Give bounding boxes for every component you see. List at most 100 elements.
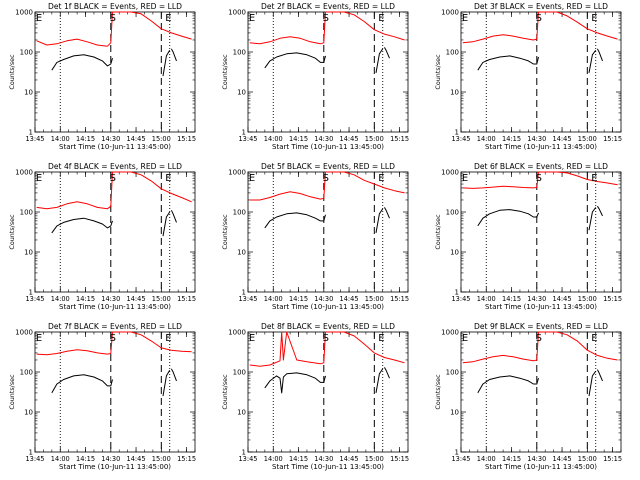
chart-1-x-tick-label: 13:45: [25, 135, 44, 143]
chart-5-plot-frame: [247, 171, 409, 293]
chart-7-x-tick-label: 14:30: [101, 455, 120, 463]
chart-3-annotation-e: E: [462, 13, 468, 24]
chart-4-x-tick-label: 15:00: [152, 295, 171, 303]
chart-9-y-axis-label: Counts/sec: [434, 374, 442, 410]
chart-6-lld-series-line: [462, 171, 618, 189]
chart-5-events-series-line: [375, 208, 384, 233]
chart-6-events-series-line: [596, 205, 603, 217]
chart-7-events-series-line: [170, 368, 177, 382]
chart-5-title: Det 5f BLACK = Events, RED = LLD: [261, 162, 395, 171]
chart-2-y-tick-label: 100: [233, 49, 246, 57]
chart-2-x-axis-label: Start Time (10-Jun-11 13:45:00): [272, 143, 384, 151]
chart-1-y-tick-label: 1: [29, 129, 33, 137]
chart-8-title: Det 8f BLACK = Events, RED = LLD: [261, 322, 395, 331]
chart-1-x-tick-label: 14:15: [76, 135, 95, 143]
chart-1-x-tick-label: 15:00: [152, 135, 171, 143]
chart-1-events-series-line: [170, 48, 177, 62]
chart-5-annotation-s: S: [323, 173, 329, 184]
chart-9-x-tick-label: 13:45: [451, 455, 470, 463]
chart-8-y-axis-label: Counts/sec: [221, 374, 229, 410]
chart-7-x-tick-label: 15:15: [177, 455, 196, 463]
chart-5-y-tick-label: 10: [237, 249, 246, 257]
chart-6-x-tick-label: 14:45: [553, 295, 572, 303]
chart-4-annotation-e: E: [36, 173, 42, 184]
chart-6-x-tick-label: 14:00: [477, 295, 496, 303]
chart-8-y-tick-label: 1000: [228, 329, 246, 337]
chart-3-y-axis-label: Counts/sec: [434, 54, 442, 90]
chart-1-x-tick-label: 15:15: [177, 135, 196, 143]
chart-4-y-tick-label: 1000: [15, 169, 33, 177]
chart-2-annotation-e: E: [378, 13, 384, 24]
chart-1-x-tick-label: 14:45: [127, 135, 146, 143]
chart-5-events-series-line: [383, 207, 390, 219]
chart-5-annotation-e: E: [249, 173, 255, 184]
chart-1-x-tick-label: 14:30: [101, 135, 120, 143]
chart-8-y-tick-label: 1: [242, 449, 246, 457]
chart-5-x-tick-label: 14:15: [289, 295, 308, 303]
chart-1-annotation-e: E: [36, 13, 42, 24]
chart-8-y-tick-label: 10: [237, 409, 246, 417]
chart-6-x-tick-label: 13:45: [451, 295, 470, 303]
chart-8-events-series-line: [375, 368, 384, 393]
chart-1-annotation-s: S: [110, 13, 116, 24]
chart-2-events-series-line: [383, 47, 390, 59]
chart-5-annotation-e: E: [378, 173, 384, 184]
chart-8-y-tick-label: 100: [233, 369, 246, 377]
chart-4-x-axis-label: Start Time (10-Jun-11 13:45:00): [59, 303, 171, 311]
chart-4-y-tick-label: 1: [29, 289, 33, 297]
chart-3-annotation-s: S: [536, 13, 542, 24]
chart-2-y-axis-label: Counts/sec: [221, 54, 229, 90]
chart-4-y-axis-label: Counts/sec: [8, 214, 16, 250]
chart-9-annotation-e: E: [462, 333, 468, 344]
chart-4-events-series-line: [162, 211, 171, 237]
chart-3-x-tick-label: 14:45: [553, 135, 572, 143]
chart-9-x-tick-label: 15:15: [603, 455, 622, 463]
chart-3-y-tick-label: 100: [446, 49, 459, 57]
chart-2-x-tick-label: 13:45: [238, 135, 257, 143]
chart-2-x-tick-label: 15:15: [390, 135, 409, 143]
chart-8-x-tick-label: 14:30: [314, 455, 333, 463]
chart-1-events-series-line: [162, 50, 171, 77]
chart-4-x-tick-label: 14:30: [101, 295, 120, 303]
chart-7-x-axis-label: Start Time (10-Jun-11 13:45:00): [59, 463, 171, 471]
chart-7-y-tick-label: 1: [29, 449, 33, 457]
chart-7-x-tick-label: 14:45: [127, 455, 146, 463]
chart-3-events-series-line: [596, 48, 603, 62]
chart-8-x-tick-label: 15:00: [365, 455, 384, 463]
chart-7-events-series-line: [162, 370, 171, 397]
chart-9-lld-series-line: [462, 331, 618, 364]
chart-4-plot-frame: [34, 171, 196, 293]
chart-2-events-series-line: [264, 52, 326, 69]
chart-5-y-axis-label: Counts/sec: [221, 214, 229, 250]
chart-2-x-tick-label: 14:30: [314, 135, 333, 143]
chart-9-y-tick-label: 10: [450, 409, 459, 417]
chart-3-title: Det 3f BLACK = Events, RED = LLD: [474, 2, 608, 11]
chart-9-annotation-e: E: [591, 333, 597, 344]
chart-8-lld-series-line: [249, 331, 405, 367]
chart-3-y-tick-label: 1000: [441, 9, 459, 17]
chart-9-plot-frame: [460, 331, 622, 453]
chart-9-events-series-line: [477, 375, 539, 394]
chart-3: Det 3f BLACK = Events, RED = LLD 1 10 100 10…: [434, 2, 622, 151]
chart-5-y-tick-label: 100: [233, 209, 246, 217]
chart-3-x-tick-label: 13:45: [451, 135, 470, 143]
chart-9-x-tick-label: 14:45: [553, 455, 572, 463]
chart-3-x-tick-label: 15:15: [603, 135, 622, 143]
chart-6-y-tick-label: 100: [446, 209, 459, 217]
chart-3-x-axis-label: Start Time (10-Jun-11 13:45:00): [485, 143, 597, 151]
chart-4-events-series-line: [51, 217, 113, 234]
chart-9-y-tick-label: 1: [455, 449, 459, 457]
chart-9-x-tick-label: 15:00: [578, 455, 597, 463]
chart-6-title: Det 6f BLACK = Events, RED = LLD: [474, 162, 608, 171]
chart-4-x-tick-label: 15:15: [177, 295, 196, 303]
chart-7-y-axis-label: Counts/sec: [8, 374, 16, 410]
chart-9-events-series-line: [588, 370, 597, 397]
chart-2: Det 2f BLACK = Events, RED = LLD 1 10 100 10…: [221, 2, 409, 151]
chart-7-x-tick-label: 15:00: [152, 455, 171, 463]
chart-8-x-tick-label: 14:15: [289, 455, 308, 463]
chart-4-x-tick-label: 14:15: [76, 295, 95, 303]
chart-5-x-tick-label: 14:45: [340, 295, 359, 303]
chart-3-x-tick-label: 14:15: [502, 135, 521, 143]
chart-2-events-series-line: [375, 48, 384, 73]
